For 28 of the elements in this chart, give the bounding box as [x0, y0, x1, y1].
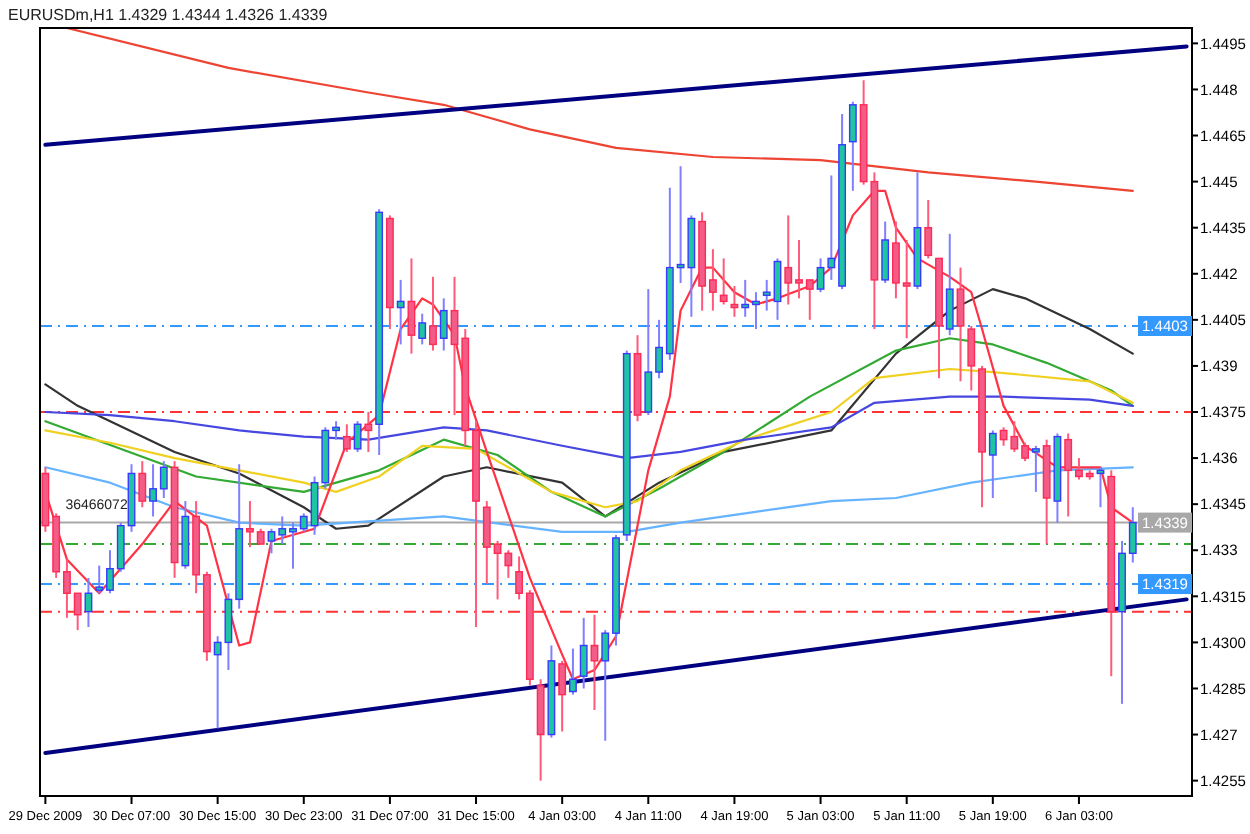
candlestick — [558, 659, 567, 733]
candlestick — [590, 613, 599, 711]
candlestick — [396, 278, 405, 346]
candlestick — [848, 100, 857, 192]
candlestick — [353, 420, 362, 453]
candlestick — [418, 312, 427, 346]
line-series — [65, 28, 1134, 192]
candlestick — [569, 647, 577, 696]
candlestick — [881, 220, 890, 284]
line-series — [44, 288, 1134, 530]
candlestick — [967, 324, 976, 392]
candlestick — [988, 429, 997, 500]
candlestick — [138, 460, 147, 509]
line-series — [44, 466, 1134, 533]
candlestick — [429, 275, 437, 352]
line-series — [44, 337, 1134, 518]
candlestick — [719, 257, 728, 306]
candlestick — [956, 266, 965, 383]
candlestick — [364, 411, 373, 453]
candlestick — [924, 199, 933, 260]
candlestick — [342, 423, 351, 453]
line-series — [44, 395, 1134, 460]
candlestick — [579, 616, 588, 690]
chart-title: EURUSDm,H1 1.4329 1.4344 1.4326 1.4339 — [8, 6, 329, 24]
candlestick — [945, 232, 954, 337]
candlestick — [1031, 444, 1040, 493]
candlestick — [439, 297, 448, 352]
line-series — [44, 367, 1134, 509]
